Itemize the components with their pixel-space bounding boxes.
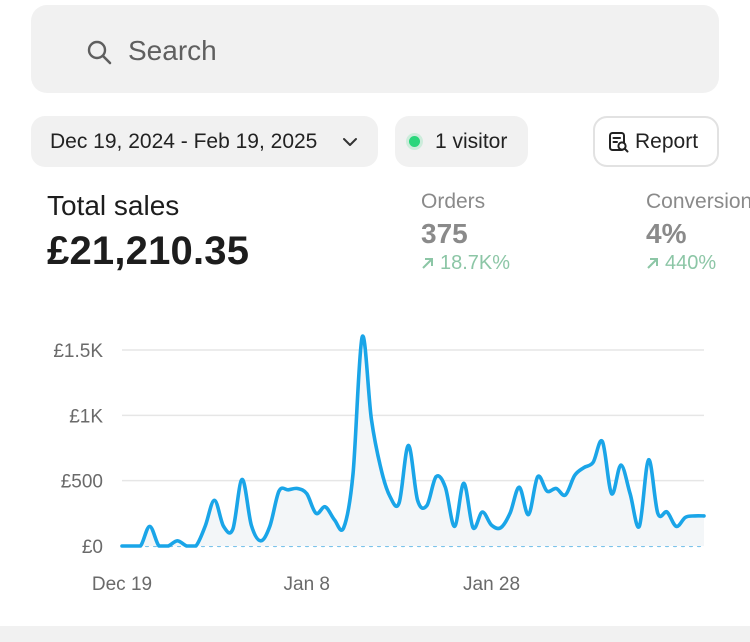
arrow-up-right-icon bbox=[647, 258, 658, 269]
x-tick-label: Dec 19 bbox=[92, 574, 152, 595]
sales-series-line bbox=[120, 334, 706, 548]
y-tick-label: £1.5K bbox=[53, 341, 103, 362]
report-button[interactable]: Report bbox=[593, 116, 719, 167]
report-label: Report bbox=[635, 129, 699, 153]
online-status-dot bbox=[409, 136, 420, 147]
sales-chart[interactable]: £0 £500 £1K £1.5K Dec 19 Jan 8 Jan 28 bbox=[0, 330, 750, 600]
orders-value: 375 bbox=[421, 218, 468, 249]
live-visitors-button[interactable]: 1 visitor bbox=[395, 116, 528, 167]
orders-label: Orders bbox=[421, 190, 486, 213]
chevron-down-icon bbox=[343, 138, 357, 146]
y-tick-label: £1K bbox=[69, 406, 103, 427]
visitors-label: 1 visitor bbox=[435, 129, 508, 153]
x-tick-label: Jan 8 bbox=[284, 574, 330, 595]
conversion-delta-value: 440% bbox=[665, 252, 717, 274]
orders-delta: 18.7K% bbox=[421, 252, 510, 275]
report-icon bbox=[609, 131, 629, 152]
conversion-delta: 440% bbox=[646, 252, 716, 275]
y-tick-label: £500 bbox=[61, 472, 103, 493]
conversion-label: Conversion bbox=[646, 190, 750, 213]
total-sales-value: £21,210.35 bbox=[47, 229, 250, 273]
search-icon bbox=[87, 40, 112, 65]
orders-delta-value: 18.7K% bbox=[440, 252, 511, 274]
arrow-up-right-icon bbox=[422, 258, 433, 269]
bottom-divider bbox=[0, 626, 750, 642]
search-bar[interactable]: Search bbox=[31, 5, 719, 93]
date-range-picker[interactable]: Dec 19, 2024 - Feb 19, 2025 bbox=[31, 116, 378, 167]
sales-area-fill bbox=[122, 336, 704, 546]
date-range-label: Dec 19, 2024 - Feb 19, 2025 bbox=[50, 129, 318, 153]
conversion-value: 4% bbox=[646, 218, 687, 249]
x-tick-label: Jan 28 bbox=[463, 574, 520, 595]
search-input[interactable]: Search bbox=[128, 35, 217, 66]
total-sales-label: Total sales bbox=[47, 190, 180, 221]
y-tick-label: £0 bbox=[82, 537, 103, 558]
